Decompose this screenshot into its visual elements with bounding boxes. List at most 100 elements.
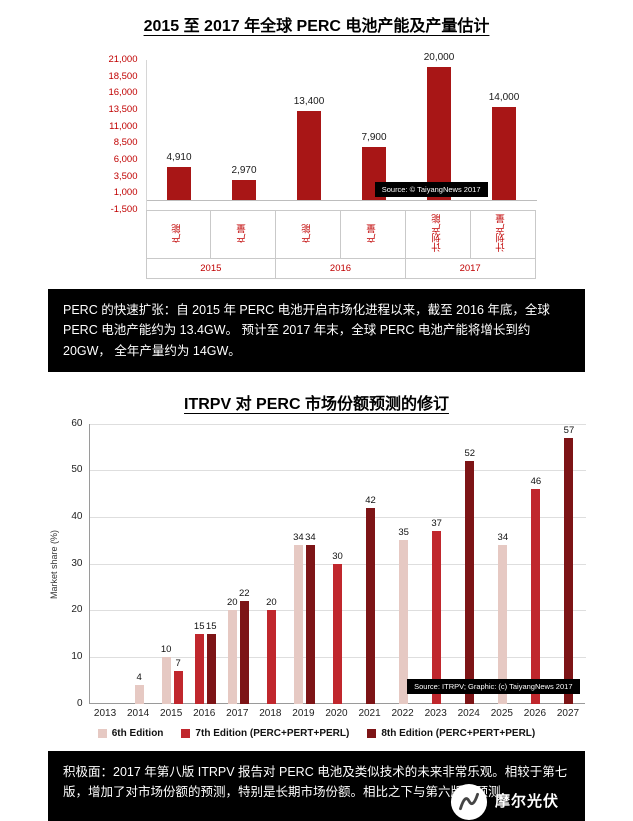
bar	[399, 540, 409, 704]
chart1: 21,000 18,500 16,000 13,500 11,000 8,500 6,000…	[94, 52, 540, 279]
chart2-legend: 6th Edition 7th Edition (PERC+PERT+PERL)…	[49, 728, 585, 739]
x-tick-label: 2018	[259, 707, 282, 719]
bar-value-label: 30	[332, 550, 343, 562]
y-tick-label: 6,000	[113, 154, 138, 165]
bar	[492, 106, 516, 200]
bar	[206, 633, 216, 704]
legend-item-8th-edition: 8th Edition (PERC+PERT+PERL)	[367, 728, 535, 739]
x-tick-label: 2019	[292, 707, 315, 719]
y-tick-label: 16,000	[108, 87, 138, 99]
bar-value-label: 7,900	[361, 132, 387, 144]
x-tick-label: 2025	[490, 707, 513, 719]
bar	[293, 545, 303, 704]
y-tick-label: 20	[71, 604, 83, 616]
bar-value-label: 35	[398, 527, 409, 539]
caption-band-2: 积极面：2017 年第八版 ITRPV 报告对 PERC 电池及类似技术的未来非…	[48, 750, 585, 821]
bar-value-label: 4	[136, 672, 142, 684]
bar-value-label: 22	[239, 588, 250, 600]
category-cell: 计划产能	[404, 210, 471, 259]
legend-label: 7th Edition (PERC+PERT+PERL)	[195, 727, 350, 739]
watermark-logo-icon	[450, 783, 488, 820]
bar	[465, 461, 475, 704]
x-tick-label: 2022	[391, 707, 414, 719]
bar	[305, 545, 315, 704]
bar	[333, 563, 342, 704]
caption2-text: 积极面：2017 年第八版 ITRPV 报告对 PERC 电池及类似技术的未来非…	[63, 764, 568, 799]
watermark-text: 摩尔光伏	[494, 792, 559, 810]
legend-label: 6th Edition	[111, 727, 164, 739]
category-label: 产能	[301, 223, 313, 243]
bar-value-label: 7	[175, 658, 181, 670]
x-tick-label: 2024	[457, 707, 480, 719]
chart2: Market share (%) 0 10 20 30 40 50 60 Source: I…	[48, 418, 586, 739]
bar-value-label: 10	[160, 644, 172, 656]
chart2-y-axis-title: Market share (%)	[48, 529, 59, 599]
category-cell: 产量	[210, 210, 277, 259]
bar-value-label: 14,000	[488, 91, 520, 103]
y-tick-label: 1,000	[113, 187, 138, 199]
bar	[297, 110, 321, 200]
chart1-title: 2015 至 2017 年全球 PERC 电池产能及产量估计	[143, 18, 490, 35]
y-tick-label: 21,000	[108, 54, 138, 65]
bar-value-label: 34	[293, 532, 304, 544]
x-tick-label: 2014	[126, 707, 150, 719]
bar	[134, 685, 144, 704]
bar-value-label: 15	[205, 620, 217, 632]
bar	[427, 66, 451, 200]
bar-value-label: 46	[530, 476, 542, 488]
legend-item-6th-edition: 6th Edition	[97, 727, 164, 739]
category-cell: 计划产量	[469, 210, 536, 259]
bar	[194, 633, 204, 704]
x-tick-label: 2013	[93, 707, 117, 719]
bar	[266, 610, 276, 704]
y-tick-label: 8,500	[113, 137, 138, 149]
chart2-title: ITRPV 对 PERC 市场份额预测的修订	[184, 395, 449, 413]
gridline	[89, 423, 586, 425]
y-tick-label: 10	[71, 651, 83, 663]
category-label: 产能	[172, 223, 184, 243]
legend-swatch-icon	[97, 728, 107, 738]
bar-value-label: 42	[365, 494, 376, 506]
category-row: 产能 产量 产能 产量 计划产能 计划产量	[145, 210, 536, 259]
gridline	[89, 470, 586, 472]
caption1-text: PERC 的快速扩张：自 2015 年 PERC 电池开启市场化进程以来，截至 …	[63, 303, 550, 358]
y-tick-label: 13,500	[108, 104, 138, 115]
bar	[167, 167, 191, 200]
x-tick-label: 2021	[358, 707, 381, 719]
year-cell: 2017	[404, 258, 536, 279]
category-label: 计划产量	[496, 214, 508, 252]
bar-value-label: 4,910	[166, 152, 192, 164]
bar	[173, 671, 183, 704]
year-cell: 2015	[145, 258, 277, 279]
bar	[432, 531, 442, 704]
category-cell: 产量	[339, 210, 406, 259]
bar-value-label: 37	[431, 518, 442, 530]
chart1-source-badge: Source: © TaiyangNews 2017	[374, 182, 488, 197]
chart1-category-table: 产能 产量 产能 产量 计划产能 计划产量 2015 2016 2017	[145, 210, 536, 279]
x-tick-label: 2015	[160, 707, 183, 719]
category-cell: 产能	[145, 210, 212, 259]
bar	[239, 601, 249, 704]
legend-swatch-icon	[181, 728, 191, 738]
bar-value-label: 34	[305, 532, 316, 544]
bar-value-label: 57	[563, 424, 575, 436]
x-tick-label: 2023	[424, 707, 447, 719]
y-tick-label: 50	[71, 464, 83, 476]
caption-band-1: PERC 的快速扩张：自 2015 年 PERC 电池开启市场化进程以来，截至 …	[48, 289, 585, 372]
bar-value-label: 34	[497, 532, 509, 544]
x-tick-label: 2016	[193, 707, 216, 719]
chart2-y-axis: 0 10 20 30 40 50 60	[65, 418, 89, 709]
chart2-source-badge: Source: ITRPV; Graphic: (c) TaiyangNews …	[407, 678, 580, 694]
x-tick-label: 2020	[325, 707, 348, 719]
category-cell: 产能	[275, 210, 341, 259]
bar-value-label: 20,000	[423, 51, 455, 63]
bar	[498, 545, 508, 704]
bar	[232, 180, 256, 200]
bar	[227, 610, 237, 704]
chart1-plot: Source: © TaiyangNews 2017 4,910 2,970 13,…	[145, 52, 537, 210]
legend-swatch-icon	[367, 728, 377, 738]
bar-value-label: 13,400	[293, 95, 325, 107]
bar-value-label: 20	[227, 597, 238, 609]
bar-value-label: 15	[193, 620, 205, 632]
